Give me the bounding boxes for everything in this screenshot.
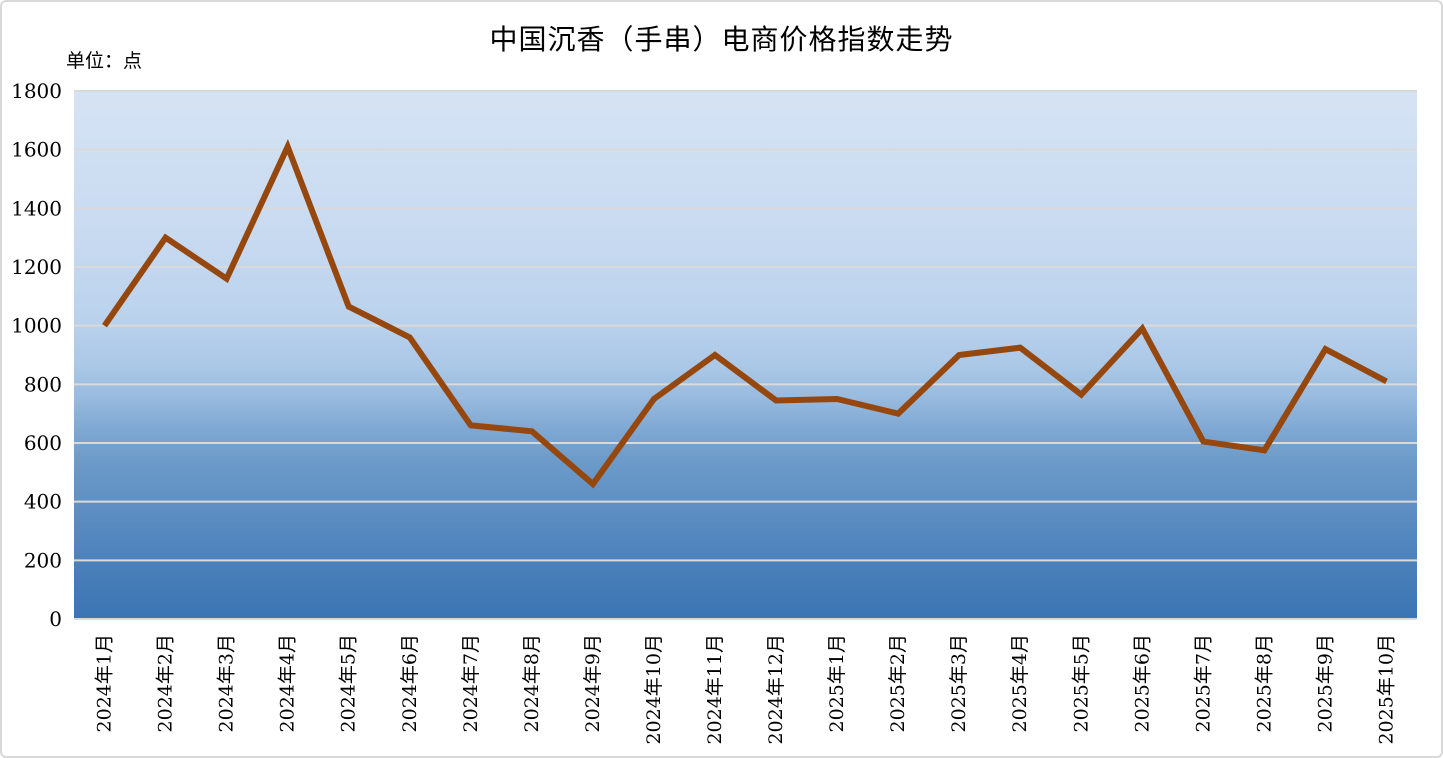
y-axis-tick-label: 1600: [11, 138, 62, 162]
x-axis-tick-label: 2025年9月: [1314, 634, 1336, 732]
y-gridlines: [74, 90, 1417, 620]
x-axis-tick-label: 2024年3月: [216, 634, 238, 732]
y-axis-tick-label: 600: [24, 431, 62, 455]
x-axis-tick-label: 2025年4月: [1009, 634, 1031, 732]
x-axis-labels: 2024年1月 2024年2月 2024年3月 2024年4月 2024年5月 2024年…: [94, 634, 1398, 745]
y-axis-tick-label: 1400: [11, 196, 62, 220]
x-axis-tick-label: 2024年6月: [399, 634, 421, 732]
y-axis-tick-label: 1000: [11, 314, 62, 338]
x-axis-tick-label: 2024年4月: [277, 634, 299, 732]
y-axis-labels: 0 200 400 600 800 1000 1200 1400 1600 1800: [11, 79, 62, 631]
y-axis-tick-label: 0: [49, 607, 62, 631]
chart-title: 中国沉香（手串）电商价格指数走势: [489, 23, 954, 56]
x-axis-tick-label: 2025年8月: [1253, 634, 1275, 732]
x-axis-tick-label: 2024年5月: [338, 634, 360, 732]
x-axis-tick-label: 2025年7月: [1192, 634, 1214, 732]
x-axis-tick-label: 2024年7月: [460, 634, 482, 732]
x-axis-tick-label: 2024年9月: [582, 634, 604, 732]
x-axis-tick-label: 2025年3月: [948, 634, 970, 732]
y-axis-tick-label: 1200: [11, 255, 62, 279]
x-axis-tick-label: 2025年5月: [1070, 634, 1092, 732]
x-axis-tick-label: 2024年1月: [94, 634, 116, 732]
x-axis-tick-label: 2025年2月: [887, 634, 909, 732]
x-axis-tick-label: 2024年2月: [155, 634, 177, 732]
y-axis-tick-label: 200: [24, 548, 62, 572]
x-axis-tick-label: 2025年6月: [1131, 634, 1153, 732]
y-axis-tick-label: 800: [24, 372, 62, 396]
x-axis-tick-label: 2024年12月: [765, 634, 787, 745]
x-axis-tick-label: 2025年10月: [1375, 634, 1397, 745]
x-axis-tick-label: 2024年10月: [643, 634, 665, 745]
x-axis-tick-label: 2024年8月: [521, 634, 543, 732]
y-axis-tick-label: 1800: [11, 79, 62, 103]
x-axis-tick-label: 2024年11月: [704, 634, 726, 745]
price-index-series-line: [102, 139, 1388, 489]
x-axis-tick-label: 2025年1月: [826, 634, 848, 732]
y-axis-unit-label: 单位：点: [66, 50, 143, 72]
y-axis-tick-label: 400: [24, 490, 62, 514]
